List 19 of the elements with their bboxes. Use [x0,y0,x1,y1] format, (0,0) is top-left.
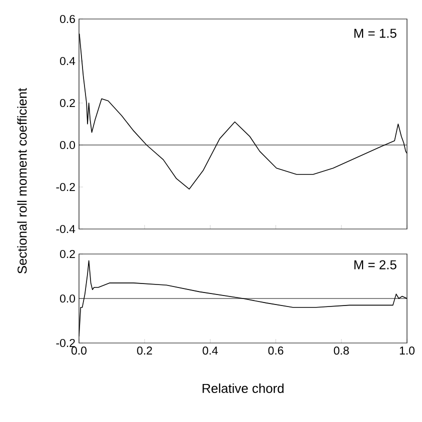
annotation: M = 1.5 [354,28,396,38]
y-axis-title: Sectional roll moment coefficient [17,88,27,274]
x-tick-label: 1.0 [400,346,415,355]
x-axis-title: Relative chord [202,383,284,393]
x-tick-label: 0.6 [268,346,284,355]
y-tick-label: 0.4 [60,56,76,66]
x-tick-label: 0.0 [71,346,87,355]
y-tick-label: -0.2 [56,182,75,192]
annotation: M = 2.5 [354,260,396,270]
y-tick-label: 0.2 [60,250,75,258]
y-tick-label: -0.2 [56,338,75,348]
x-tick-label: 0.4 [202,346,218,355]
y-tick-label: 0.0 [60,294,76,303]
x-tick-label: 0.8 [334,346,349,355]
y-tick-label: 0.0 [60,140,76,150]
y-tick-label: -0.4 [56,224,76,234]
y-tick-label: 0.6 [60,14,75,24]
x-tick-label: 0.2 [137,346,152,355]
y-tick-label: 0.2 [60,98,75,108]
